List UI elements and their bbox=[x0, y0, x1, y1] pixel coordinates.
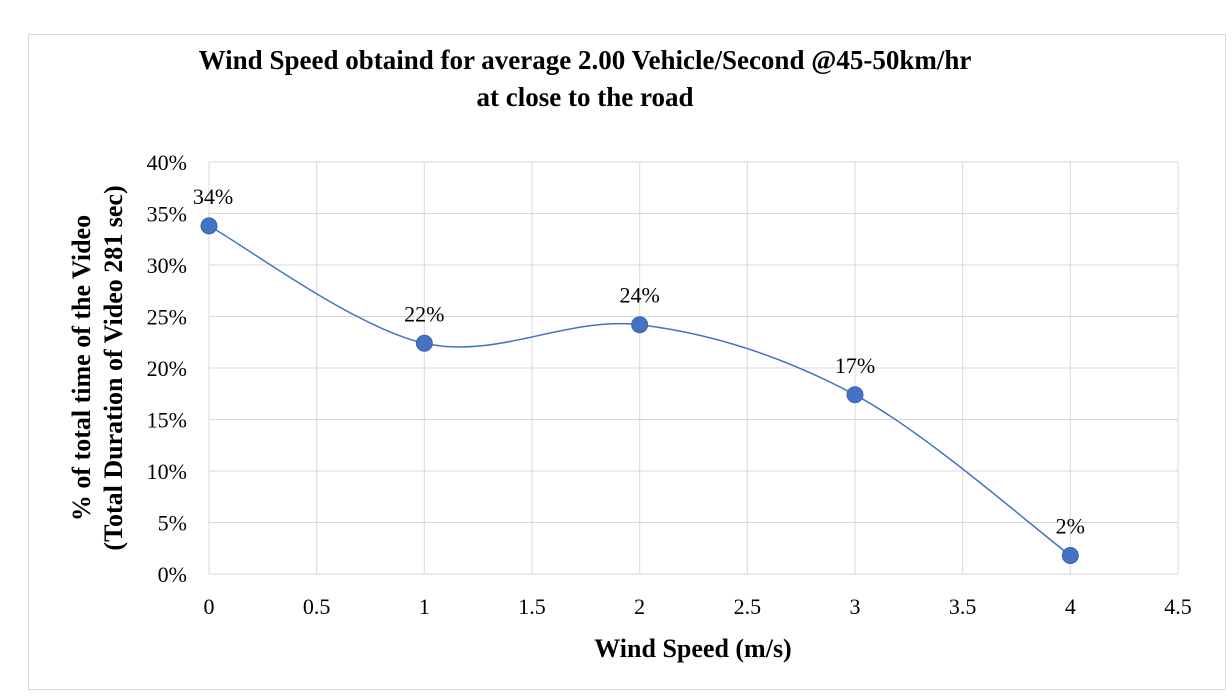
y-tick-label: 30% bbox=[147, 253, 187, 278]
y-tick-label: 20% bbox=[147, 356, 187, 381]
data-label: 2% bbox=[1056, 513, 1085, 538]
data-label: 24% bbox=[620, 283, 660, 308]
data-point bbox=[631, 316, 649, 334]
data-label: 17% bbox=[835, 353, 875, 378]
chart-frame bbox=[28, 34, 1226, 690]
x-tick-label: 1 bbox=[419, 594, 430, 619]
data-point bbox=[415, 334, 433, 352]
x-tick-label: 4 bbox=[1065, 594, 1076, 619]
data-labels: 34% 22% 24% 17% 2% bbox=[193, 184, 1085, 539]
series bbox=[200, 217, 1079, 564]
x-tick-label: 3 bbox=[850, 594, 861, 619]
gridlines bbox=[208, 161, 1179, 575]
x-tick-label: 0 bbox=[204, 594, 215, 619]
x-tick-label: 0.5 bbox=[303, 594, 331, 619]
data-label: 34% bbox=[193, 184, 233, 209]
x-tick-label: 3.5 bbox=[949, 594, 977, 619]
y-tick-label: 35% bbox=[147, 202, 187, 227]
chart-title-line-1: Wind Speed obtaind for average 2.00 Vehi… bbox=[199, 45, 972, 75]
y-tick-label: 10% bbox=[147, 459, 187, 484]
y-axis-title-line-1: % of total time of the Video bbox=[67, 215, 96, 521]
y-tick-label: 0% bbox=[158, 562, 187, 587]
x-tick-label: 2 bbox=[634, 594, 645, 619]
y-tick-label: 40% bbox=[147, 150, 187, 175]
x-axis-ticks: 0 0.5 1 1.5 2 2.5 3 3.5 4 4.5 bbox=[204, 594, 1192, 619]
y-axis-title-line-2: (Total Duration of Video 281 sec) bbox=[99, 185, 128, 550]
x-tick-label: 4.5 bbox=[1164, 594, 1192, 619]
y-tick-label: 25% bbox=[147, 305, 187, 330]
chart-title-line-2: at close to the road bbox=[477, 82, 694, 112]
y-tick-label: 5% bbox=[158, 511, 187, 536]
data-label: 22% bbox=[404, 301, 444, 326]
y-axis-ticks: 0% 5% 10% 15% 20% 25% 30% 35% 40% bbox=[147, 150, 187, 587]
x-tick-label: 2.5 bbox=[734, 594, 762, 619]
x-axis-title: Wind Speed (m/s) bbox=[594, 634, 791, 663]
data-point bbox=[1061, 546, 1079, 564]
data-point bbox=[846, 386, 864, 404]
x-tick-label: 1.5 bbox=[518, 594, 546, 619]
y-tick-label: 15% bbox=[147, 408, 187, 433]
data-point bbox=[200, 217, 218, 235]
